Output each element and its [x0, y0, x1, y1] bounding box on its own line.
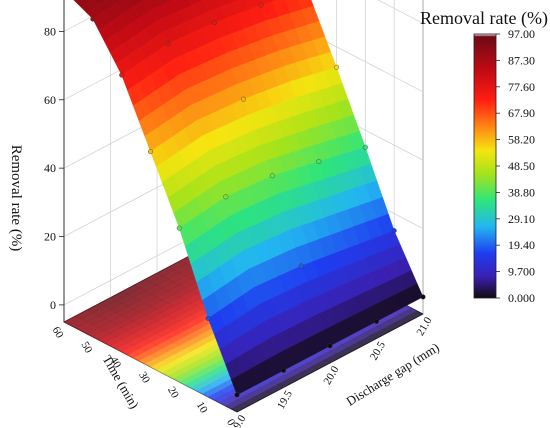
gap-tick-label: 20.5 [368, 339, 388, 362]
surface [63, 0, 424, 413]
colorbar-tick-label: 97.00 [508, 27, 535, 41]
time-tick-label: 50 [78, 340, 94, 356]
colorbar-tick-label: 19.40 [508, 238, 535, 252]
colorbar-tick-label: 77.60 [508, 80, 535, 94]
data-point [298, 263, 304, 269]
data-point [269, 173, 275, 179]
colorbar-tick-label: 87.30 [508, 53, 535, 67]
z-tick-label: 80 [44, 24, 56, 38]
z-axis-label: Removal rate (%) [8, 145, 24, 252]
surface-patch [405, 283, 424, 304]
colorbar-tick-label: 29.10 [508, 212, 535, 226]
data-point [327, 343, 333, 349]
floor-patch [405, 310, 424, 321]
data-point [391, 228, 397, 234]
z-tick-label: 40 [44, 161, 56, 175]
data-point [223, 194, 229, 200]
surface-patch [112, 0, 122, 4]
data-point [212, 20, 218, 26]
time-tick-label: 10 [194, 400, 210, 416]
colorbar-tick-label: 38.80 [508, 185, 535, 199]
colorbar-tick-label: 67.90 [508, 106, 535, 120]
z-tick-label: 20 [44, 230, 56, 244]
data-point [165, 41, 171, 47]
data-point [205, 315, 211, 321]
time-tick-label: 60 [50, 325, 66, 341]
gap-axis-label: Discharge gap (mm) [343, 340, 441, 409]
time-tick-label: 0 [224, 417, 237, 428]
surface-patch [93, 0, 106, 6]
z-tick-label: 60 [44, 93, 56, 107]
z-tick-label: 0 [50, 298, 56, 312]
data-point [176, 225, 182, 231]
surface-patch [73, 0, 79, 3]
time-tick-label: 30 [136, 370, 152, 386]
data-point [90, 16, 96, 22]
data-point [234, 392, 240, 398]
colorbar-tick-label: 48.50 [508, 159, 535, 173]
data-point [119, 72, 125, 78]
data-point [420, 294, 426, 300]
gap-tick-label: 21.0 [414, 315, 434, 338]
gap-tick-label: 20.0 [321, 364, 341, 387]
data-point [240, 96, 246, 102]
colorbar [473, 33, 497, 299]
gap-tick-label: 19.5 [275, 388, 295, 411]
time-tick-label: 20 [165, 385, 181, 401]
colorbar-title: Removal rate (%) [420, 8, 548, 29]
colorbar-tick-label: 0.000 [508, 291, 535, 305]
colorbar-tick-label: 9.700 [508, 265, 535, 279]
data-point [281, 367, 287, 373]
colorbar-ticks: 97.00 87.30 77.60 67.90 58.20 48.50 38.80 29.10… [496, 27, 535, 305]
colorbar-tick-label: 58.20 [508, 133, 535, 147]
data-point [316, 158, 322, 164]
data-point [258, 2, 264, 8]
data-point [147, 149, 153, 155]
data-point [362, 144, 368, 150]
data-point [334, 64, 340, 70]
data-point [374, 318, 380, 324]
data-points [90, 2, 426, 398]
